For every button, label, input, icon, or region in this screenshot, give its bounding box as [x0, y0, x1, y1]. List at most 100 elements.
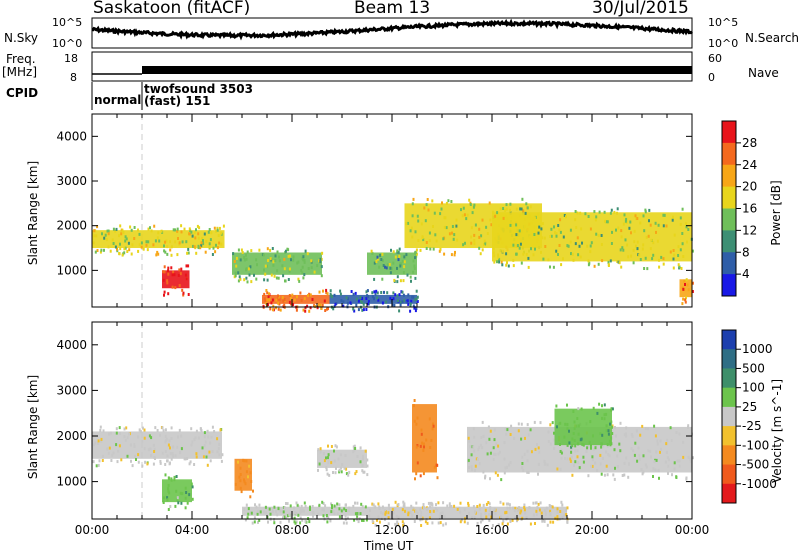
- echo-pixel: [470, 235, 473, 239]
- echo-pixel: [119, 242, 121, 246]
- echo-pixel: [537, 502, 540, 506]
- echo-pixel: [330, 502, 333, 506]
- echo-pixel: [601, 456, 604, 460]
- echo-pixel: [399, 279, 402, 283]
- echo-pixel: [371, 519, 374, 523]
- echo-pixel: [453, 504, 456, 508]
- echo-pixel: [452, 237, 455, 241]
- echo-pixel: [556, 425, 558, 429]
- echo-pixel: [282, 299, 285, 303]
- echo-pixel: [556, 507, 559, 511]
- echo-pixel: [207, 230, 210, 234]
- echo-pixel: [481, 218, 484, 222]
- echo-pixel: [437, 521, 440, 525]
- echo-pixel: [476, 505, 479, 508]
- echo-pixel: [556, 467, 559, 471]
- echo-pixel: [432, 424, 435, 428]
- echo-pixel: [432, 225, 434, 228]
- echo-pixel: [147, 240, 150, 244]
- echo-pixel: [180, 224, 183, 228]
- echo-pixel: [443, 514, 446, 518]
- echo-pixel: [592, 434, 594, 438]
- echo-pixel: [123, 427, 126, 431]
- echo-pixel: [401, 259, 404, 263]
- echo-pixel: [277, 276, 280, 280]
- echo-pixel: [162, 270, 165, 274]
- echo-pixel: [289, 302, 292, 306]
- echo-pixel: [120, 458, 123, 462]
- echo-pixel: [522, 209, 525, 213]
- echo-pixel: [234, 482, 237, 486]
- echo-pixel: [345, 296, 348, 300]
- echo-pixel: [574, 444, 577, 448]
- echo-pixel: [684, 283, 686, 286]
- echo-pixel: [428, 231, 431, 235]
- echo-pixel: [585, 449, 588, 453]
- echo-pixel: [176, 445, 179, 449]
- echo-pixel: [520, 509, 523, 513]
- echo-pixel: [242, 458, 245, 462]
- echo-pixel: [159, 461, 162, 465]
- echo-pixel: [445, 226, 448, 230]
- echo-pixel: [321, 508, 324, 512]
- echo-pixel: [196, 224, 199, 228]
- echo-pixel: [478, 445, 481, 449]
- echo-pixel: [348, 506, 351, 510]
- echo-pixel: [638, 253, 641, 257]
- echo-pixel: [443, 252, 446, 256]
- echo-pixel: [381, 512, 384, 516]
- echo-pixel: [645, 465, 648, 469]
- echo-pixel: [647, 234, 650, 238]
- echo-pixel: [137, 453, 140, 457]
- echo-pixel: [665, 442, 668, 446]
- echo-pixel: [375, 260, 378, 263]
- echo-pixel: [107, 245, 110, 249]
- echo-pixel: [492, 446, 495, 450]
- echo-pixel: [393, 507, 396, 511]
- echo-pixel: [449, 504, 452, 508]
- echo-pixel: [530, 221, 533, 225]
- power-colorbar-swatch: [722, 230, 736, 253]
- echo-pixel: [387, 503, 390, 507]
- echo-pixel: [484, 241, 487, 245]
- echo-pixel: [587, 474, 590, 478]
- echo-pixel: [448, 232, 451, 236]
- echo-pixel: [650, 238, 653, 242]
- echo-pixel: [506, 261, 508, 265]
- echo-pixel: [211, 253, 214, 256]
- echo-pixel: [650, 455, 652, 459]
- echo-pixel: [361, 308, 364, 312]
- echo-pixel: [167, 508, 170, 511]
- echo-pixel: [572, 432, 575, 435]
- echo-pixel: [160, 229, 163, 233]
- echo-pixel: [549, 520, 552, 524]
- echo-pixel: [541, 518, 544, 522]
- velocity-colorbar-tick-label: -25: [742, 419, 762, 433]
- echo-pixel: [635, 429, 638, 433]
- echo-pixel: [603, 210, 606, 214]
- echo-pixel: [647, 427, 650, 431]
- echo-pixel: [477, 448, 480, 452]
- echo-pixel: [468, 198, 471, 202]
- echo-pixel: [129, 443, 132, 447]
- echo-pixel: [471, 468, 474, 472]
- echo-pixel: [566, 506, 569, 510]
- echo-pixel: [190, 482, 193, 486]
- echo-pixel: [506, 506, 509, 510]
- echo-pixel: [313, 270, 316, 274]
- echo-pixel: [396, 522, 399, 526]
- power-echo-region-2: [232, 252, 322, 275]
- echo-pixel: [380, 291, 383, 294]
- echo-pixel: [456, 238, 459, 242]
- echo-pixel: [415, 252, 418, 256]
- echo-pixel: [399, 264, 402, 268]
- echo-pixel: [245, 459, 248, 463]
- echo-pixel: [521, 462, 524, 465]
- echo-pixel: [439, 247, 442, 251]
- echo-pixel: [385, 266, 388, 270]
- echo-pixel: [137, 460, 140, 464]
- echo-pixel: [433, 211, 436, 215]
- echo-pixel: [190, 443, 193, 447]
- echo-pixel: [262, 253, 265, 257]
- echo-pixel: [488, 509, 491, 512]
